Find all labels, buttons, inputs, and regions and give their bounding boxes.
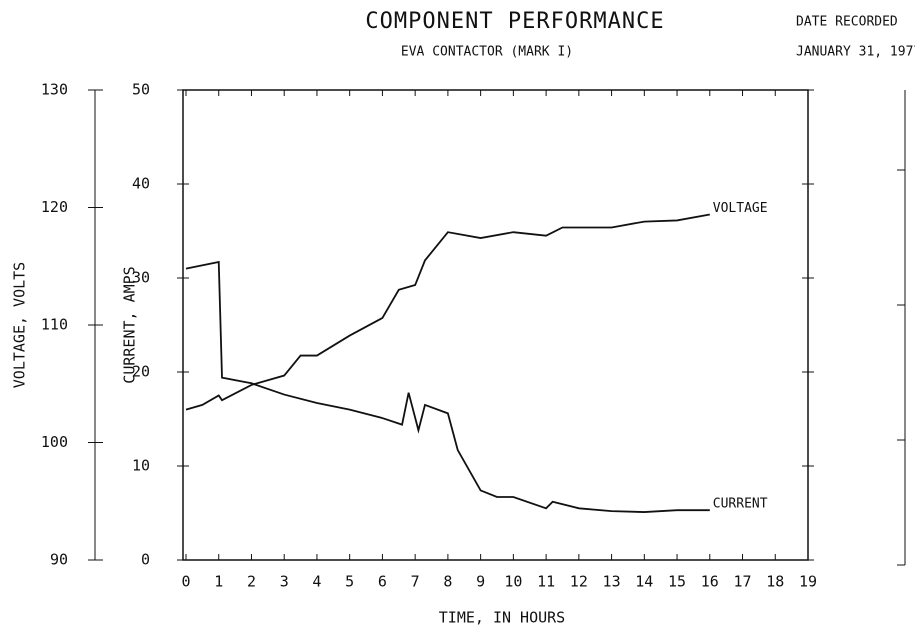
- right-scale: [897, 90, 906, 566]
- x-tick-label: 6: [378, 573, 387, 591]
- x-tick-label: 7: [411, 573, 420, 591]
- chart-subtitle: EVA CONTACTOR (MARK I): [401, 45, 573, 60]
- y2-tick-label: 100: [41, 433, 68, 451]
- date: JANUARY 31, 1977: [796, 45, 915, 60]
- x-tick-label: 17: [733, 573, 751, 591]
- x-tick-label: 18: [766, 573, 784, 591]
- y-tick-label: 30: [132, 269, 150, 287]
- y2-tick-label: 120: [41, 198, 68, 216]
- series-label: VOLTAGE: [713, 201, 768, 216]
- y-tick-label: 0: [141, 551, 150, 569]
- y2-tick-label: 110: [41, 316, 68, 334]
- x-tick-label: 13: [603, 573, 621, 591]
- series-line: [185, 213, 710, 411]
- x-axis-label: TIME, IN HOURS: [439, 609, 565, 627]
- x-tick-label: 1: [214, 573, 223, 591]
- y-tick-label: 40: [132, 175, 150, 193]
- y-tick-label: 10: [132, 457, 150, 475]
- x-tick-label: 2: [247, 573, 256, 591]
- x-tick-label: 5: [345, 573, 354, 591]
- x-tick-label: 10: [504, 573, 522, 591]
- y2-tick-label: 90: [50, 551, 68, 569]
- x-tick-label: 8: [443, 573, 452, 591]
- chart-title: COMPONENT PERFORMANCE: [365, 9, 664, 34]
- x-tick-label: 12: [570, 573, 588, 591]
- y2-tick-label: 130: [41, 81, 68, 99]
- x-tick-label: 9: [476, 573, 485, 591]
- x-tick-label: 0: [181, 573, 190, 591]
- x-tick-label: 14: [635, 573, 653, 591]
- x-tick-label: 3: [280, 573, 289, 591]
- y-axis-label: CURRENT, AMPS: [121, 266, 139, 383]
- series-label: CURRENT: [713, 497, 768, 512]
- x-tick-label: 4: [312, 573, 321, 591]
- x-tick-label: 19: [799, 573, 817, 591]
- y2-axis-label: VOLTAGE, VOLTS: [11, 262, 29, 388]
- x-tick-label: 16: [701, 573, 719, 591]
- plot-frame: [182, 89, 809, 561]
- x-tick-label: 11: [537, 573, 555, 591]
- date-label: DATE RECORDED: [796, 15, 898, 30]
- series-line: [185, 260, 710, 513]
- x-tick-label: 15: [668, 573, 686, 591]
- y-tick-label: 20: [132, 363, 150, 381]
- y-tick-label: 50: [132, 81, 150, 99]
